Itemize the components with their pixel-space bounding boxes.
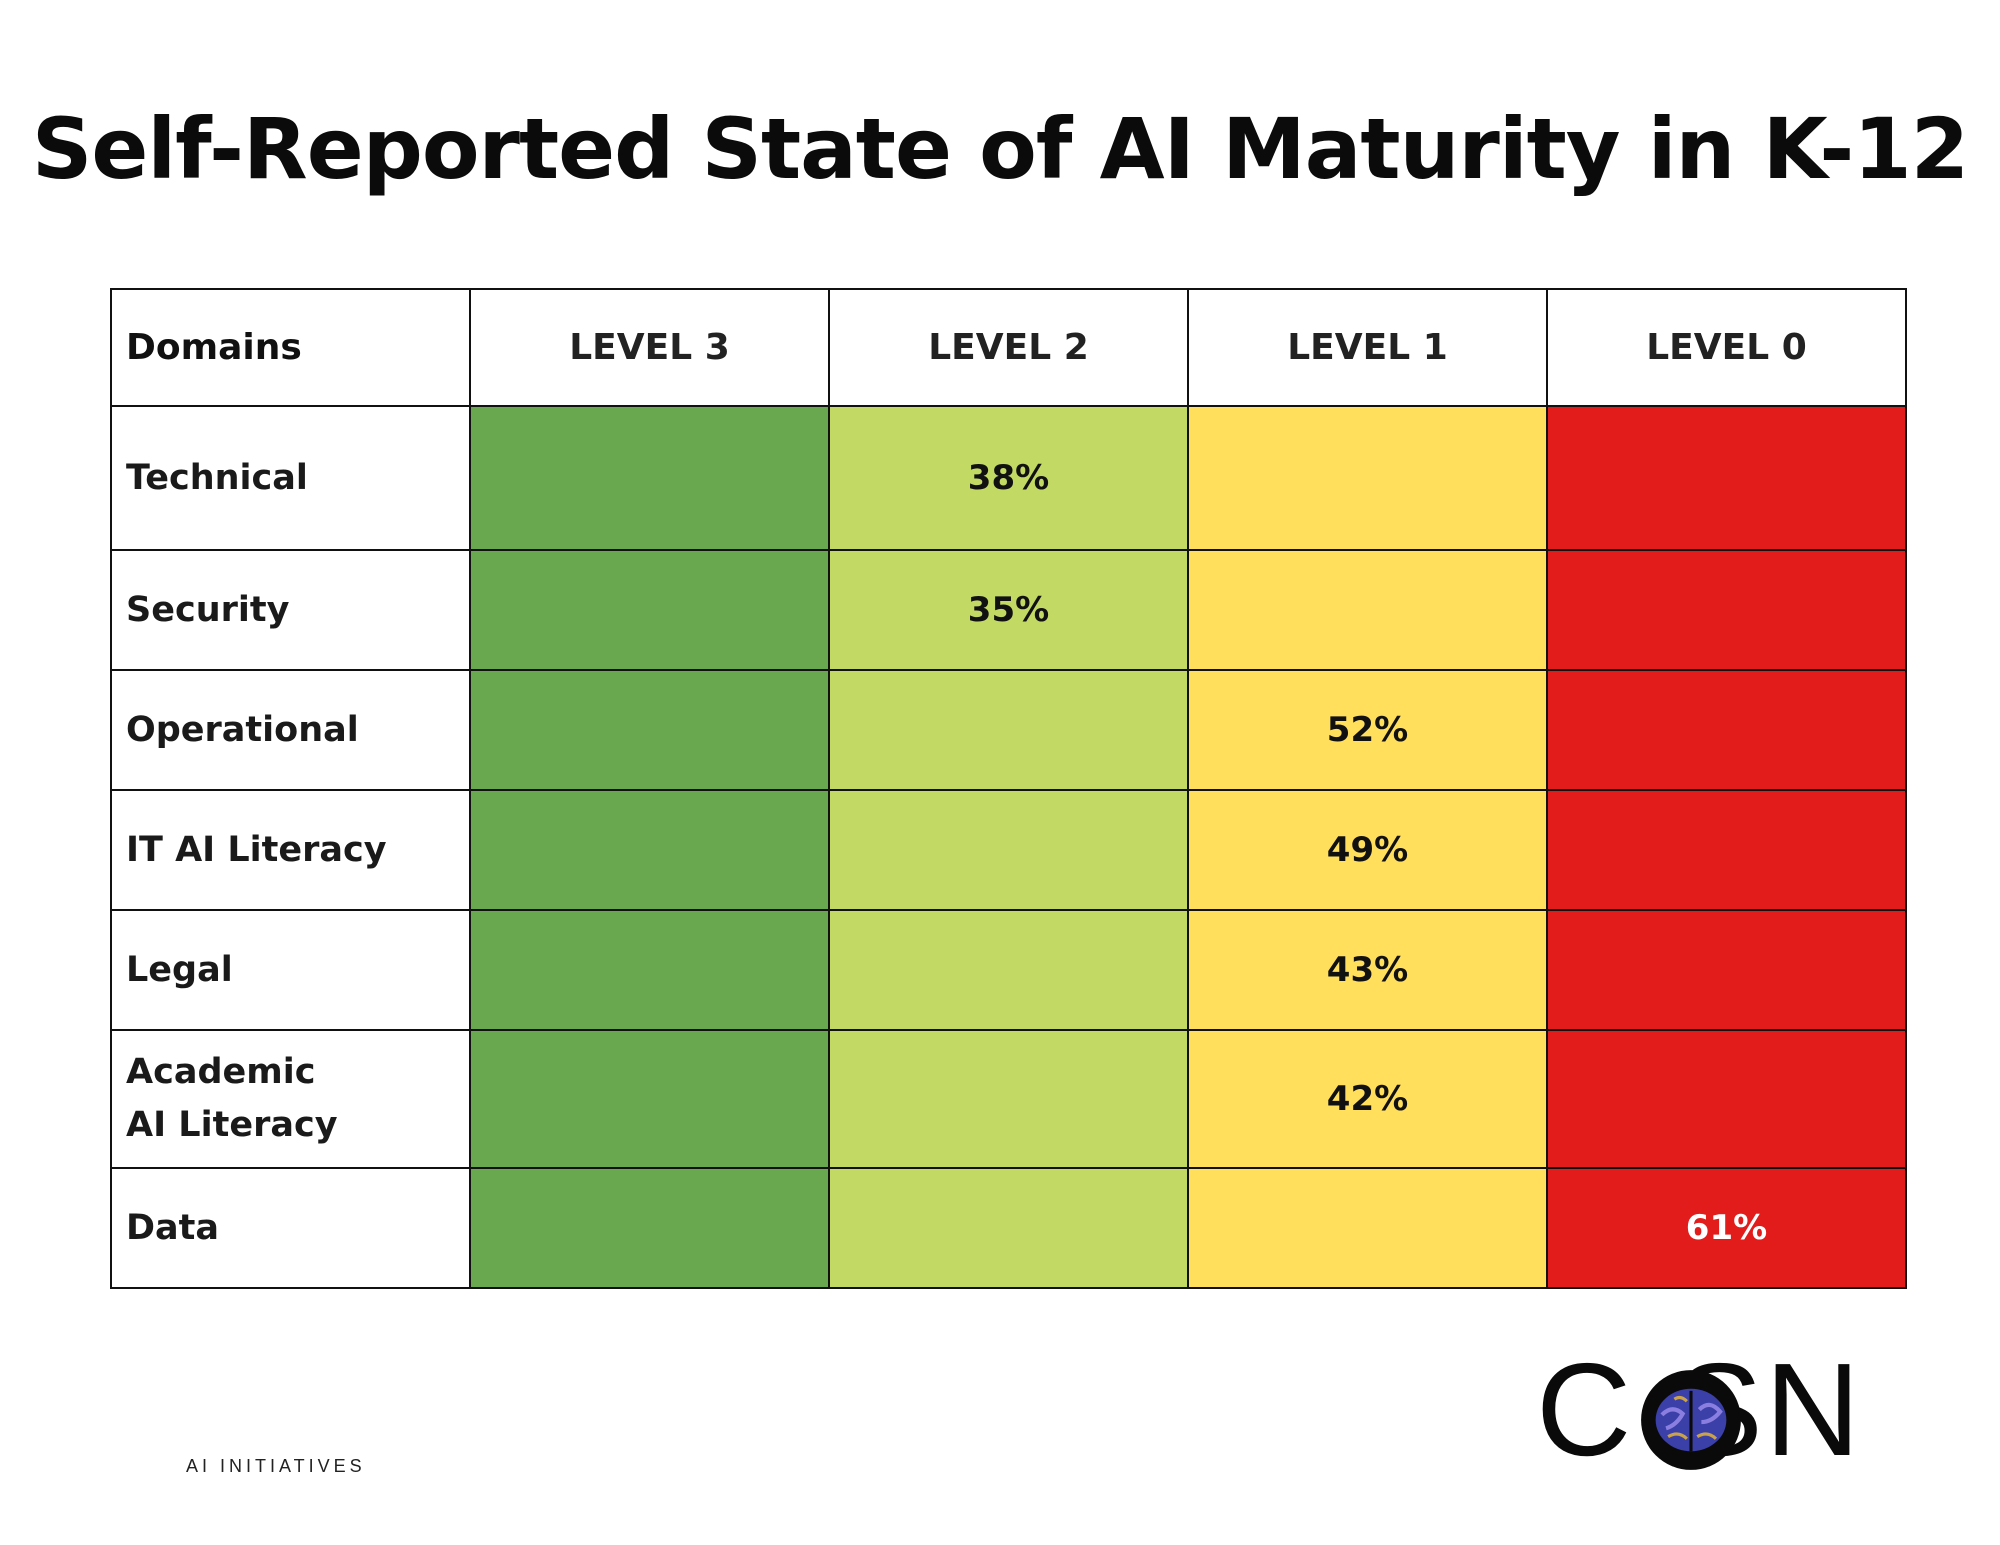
level-cell (1187, 405, 1548, 551)
domain-label: IT AI Literacy (110, 789, 471, 911)
level-cell: 35% (828, 549, 1189, 671)
level-cell (828, 1029, 1189, 1169)
level-cell (469, 789, 830, 911)
level-cell (1546, 405, 1907, 551)
level-cell (1546, 789, 1907, 911)
logo-subtitle: AI INITIATIVES (186, 1456, 366, 1476)
table-body: Technical 38% Security 35% Operational 52% IT … (110, 405, 1907, 1289)
column-header-level-3: LEVEL 3 (469, 288, 830, 407)
table-row: IT AI Literacy 49% (110, 789, 1907, 911)
level-cell (1187, 549, 1548, 671)
level-cell (469, 1029, 830, 1169)
level-cell (469, 549, 830, 671)
level-cell (828, 789, 1189, 911)
level-cell: 61% (1546, 1167, 1907, 1289)
domain-label: Legal (110, 909, 471, 1031)
brain-icon (1641, 1370, 1741, 1470)
column-header-level-0: LEVEL 0 (1546, 288, 1907, 407)
column-header-level-2: LEVEL 2 (828, 288, 1189, 407)
level-cell (469, 1167, 830, 1289)
level-cell: 43% (1187, 909, 1548, 1031)
table-row: Technical 38% (110, 405, 1907, 551)
level-cell (828, 1167, 1189, 1289)
level-cell (1187, 1167, 1548, 1289)
level-cell (1546, 909, 1907, 1031)
column-header-level-1: LEVEL 1 (1187, 288, 1548, 407)
chart-title: Self-Reported State of AI Maturity in K-… (31, 100, 1969, 198)
domain-label: Operational (110, 669, 471, 791)
level-cell: 42% (1187, 1029, 1548, 1169)
level-cell: 38% (828, 405, 1189, 551)
level-cell (469, 669, 830, 791)
level-cell (1546, 1029, 1907, 1169)
level-cell (1546, 549, 1907, 671)
level-cell (1546, 669, 1907, 791)
table-row: Security 35% (110, 549, 1907, 671)
table-row: Legal 43% (110, 909, 1907, 1031)
table-row: Operational 52% (110, 669, 1907, 791)
level-cell: 49% (1187, 789, 1548, 911)
level-cell (828, 669, 1189, 791)
level-cell (469, 909, 830, 1031)
cosn-logo: C SN (1536, 1340, 1886, 1480)
domain-label: Data (110, 1167, 471, 1289)
level-cell (828, 909, 1189, 1031)
table-row: Academic AI Literacy 42% (110, 1029, 1907, 1169)
column-header-domains: Domains (110, 288, 471, 407)
table-row: Data 61% (110, 1167, 1907, 1289)
domain-label: Technical (110, 405, 471, 551)
level-cell: 52% (1187, 669, 1548, 791)
domain-label: Security (110, 549, 471, 671)
header-row: Domains LEVEL 3 LEVEL 2 LEVEL 1 LEVEL 0 (110, 288, 1907, 407)
level-cell (469, 405, 830, 551)
domain-label: Academic AI Literacy (110, 1029, 471, 1169)
maturity-table: Domains LEVEL 3 LEVEL 2 LEVEL 1 LEVEL 0 … (110, 288, 1907, 1289)
